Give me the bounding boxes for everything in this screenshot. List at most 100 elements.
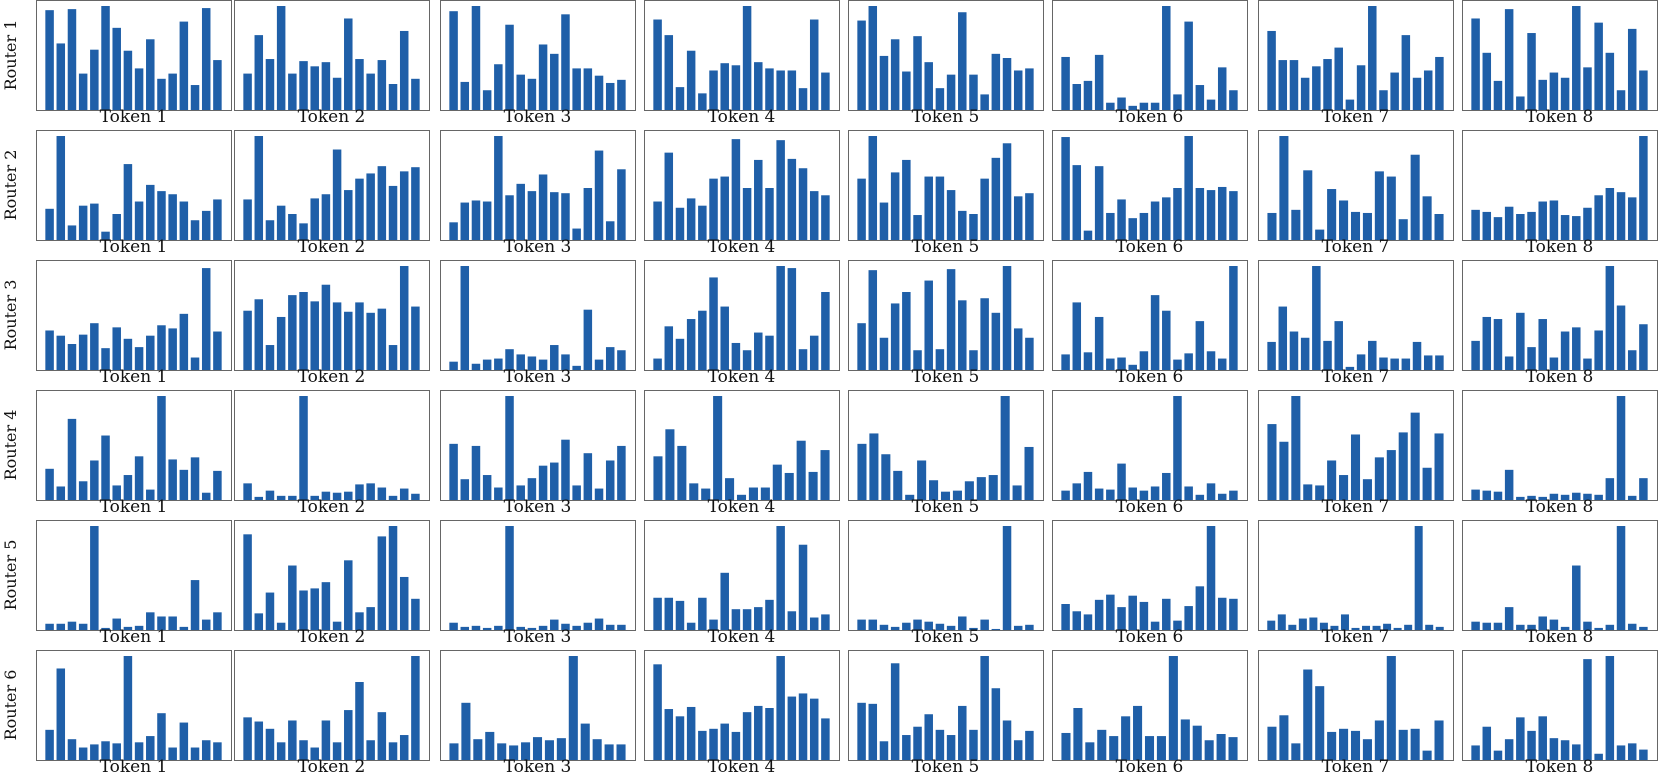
- bar: [1278, 60, 1288, 110]
- bar: [1121, 716, 1131, 760]
- bar: [366, 607, 375, 630]
- bar: [1504, 206, 1514, 240]
- bar: [460, 202, 470, 240]
- bar: [179, 469, 189, 500]
- bar: [1639, 749, 1648, 760]
- bar: [686, 50, 696, 110]
- bar: [310, 588, 319, 630]
- bar: [1404, 624, 1413, 630]
- bar: [709, 619, 718, 630]
- bar: [1493, 491, 1503, 500]
- bar: [765, 188, 774, 240]
- bar: [1471, 209, 1480, 240]
- bar: [1144, 736, 1155, 760]
- bar: [1594, 494, 1603, 500]
- bar: [617, 79, 626, 110]
- bar: [664, 326, 674, 370]
- bar: [1128, 595, 1137, 630]
- bar: [561, 439, 570, 500]
- bar: [572, 68, 581, 110]
- bar: [1435, 56, 1444, 110]
- bar: [366, 312, 375, 370]
- bar: [675, 207, 685, 240]
- bar: [686, 622, 696, 630]
- bar: [243, 717, 252, 760]
- bar: [1072, 302, 1082, 370]
- bar: [1228, 737, 1238, 760]
- bar: [388, 185, 398, 240]
- bar: [1117, 199, 1126, 240]
- bar: [675, 716, 685, 760]
- bar: [1229, 490, 1238, 500]
- bar: [946, 269, 956, 370]
- bar: [935, 176, 945, 240]
- bar: [1150, 486, 1160, 500]
- bar: [821, 195, 830, 240]
- bar: [1217, 597, 1227, 630]
- bar: [1195, 321, 1205, 370]
- bar: [765, 599, 774, 630]
- bar: [1229, 266, 1238, 370]
- bar: [1572, 744, 1581, 760]
- bar: [1073, 708, 1083, 760]
- bar: [1173, 396, 1182, 500]
- bar: [1482, 52, 1492, 110]
- bar: [1398, 219, 1408, 240]
- subplot-frame: [1258, 0, 1454, 111]
- bar: [550, 462, 559, 500]
- subplot-frame: [1462, 130, 1658, 241]
- bar: [698, 205, 707, 240]
- bar: [1025, 624, 1034, 630]
- bar: [505, 396, 514, 500]
- bar: [677, 445, 687, 500]
- bar: [1527, 211, 1536, 240]
- bar: [742, 350, 752, 370]
- bar: [1013, 70, 1023, 110]
- router-label: Router 5: [1, 540, 20, 611]
- bar: [594, 359, 604, 370]
- bar: [254, 496, 264, 500]
- subplot-router1-token4: Token 4: [644, 0, 840, 127]
- bar: [355, 484, 364, 500]
- bar: [288, 495, 297, 500]
- token-label: Token 5: [912, 237, 980, 257]
- bar: [798, 168, 808, 240]
- bar: [321, 720, 331, 760]
- bar: [1303, 484, 1313, 500]
- bar: [1206, 351, 1216, 370]
- bar: [1012, 485, 1022, 500]
- bar: [1583, 621, 1592, 630]
- bar: [1298, 618, 1307, 630]
- bar: [399, 171, 409, 240]
- bar: [776, 140, 785, 240]
- bar: [411, 78, 420, 110]
- bar: [929, 480, 939, 500]
- bar: [56, 136, 66, 240]
- bar: [988, 475, 998, 500]
- bar: [1000, 396, 1010, 500]
- bar: [1109, 736, 1119, 760]
- bar: [1291, 743, 1301, 760]
- bar: [1351, 627, 1360, 630]
- bar: [776, 70, 785, 110]
- bar: [1150, 201, 1160, 240]
- bar: [1139, 212, 1149, 240]
- bar: [913, 726, 922, 760]
- bar: [527, 627, 537, 630]
- bar: [1106, 102, 1115, 110]
- bar: [399, 735, 409, 760]
- bar: [1538, 319, 1547, 370]
- bar: [67, 9, 77, 110]
- subplot-frame: [848, 650, 1044, 761]
- bar: [653, 19, 662, 110]
- bar: [754, 607, 763, 630]
- bar: [879, 624, 889, 630]
- bar: [1410, 154, 1420, 240]
- bar: [1162, 472, 1171, 500]
- bar: [146, 736, 155, 760]
- bar: [168, 459, 177, 500]
- bar: [1516, 96, 1525, 110]
- bar: [1616, 745, 1626, 760]
- bar: [471, 6, 481, 110]
